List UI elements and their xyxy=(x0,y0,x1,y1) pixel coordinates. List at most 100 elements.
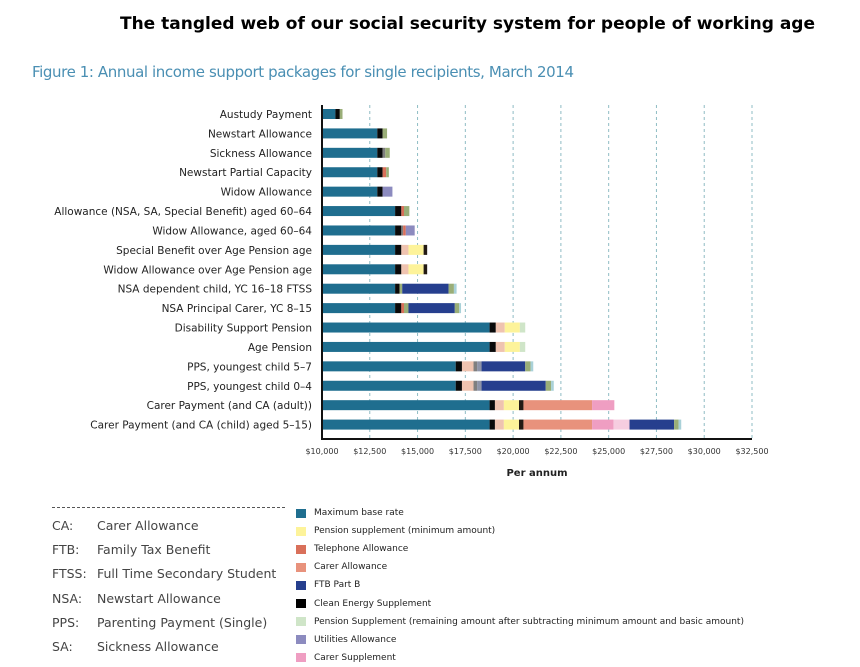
category-label: Widow Allowance xyxy=(221,187,312,199)
category-label: Carer Payment (and CA (adult)) xyxy=(147,400,312,412)
bar-group xyxy=(322,400,615,411)
bar-segment-peach xyxy=(461,380,474,391)
legend-swatch xyxy=(296,562,306,572)
bar-segment-lightblue xyxy=(453,283,457,294)
bar-segment-grey xyxy=(473,361,478,372)
bar-segment-greyblue xyxy=(477,361,482,372)
bar-segment-ces xyxy=(377,167,383,178)
category-label: Austudy Payment xyxy=(220,109,312,121)
legend-swatch xyxy=(296,617,306,627)
bar-segment-dark xyxy=(518,419,524,430)
legend-label: Pension Supplement (remaining amount aft… xyxy=(314,616,744,627)
bar-segment-base xyxy=(322,361,456,372)
bar-segment-utilities xyxy=(405,225,415,236)
bar-segment-base xyxy=(322,400,490,411)
abbreviation-item: NSA: Newstart Allowance xyxy=(52,591,276,615)
stacked-bar-chart: Austudy Payment Newstart Allowance Sicknes… xyxy=(54,105,769,479)
bar-segment-peach xyxy=(495,341,505,352)
abbreviation-key: FTSS: xyxy=(52,566,87,582)
category-label: Widow Allowance, aged 60–64 xyxy=(152,225,312,237)
legend-swatch xyxy=(296,635,306,645)
bar-segment-base xyxy=(322,264,396,275)
bar-segment-lightblue xyxy=(678,419,682,430)
bar-segment-peach xyxy=(401,264,409,275)
bar-segment-olive xyxy=(674,419,679,430)
bar-segment-olive xyxy=(525,361,531,372)
bar-segment-ces xyxy=(395,303,402,314)
abbreviation-value: Sickness Allowance xyxy=(97,638,219,654)
bar-group xyxy=(322,186,393,197)
legend-label: Telephone Allowance xyxy=(314,544,409,555)
x-tick-label: $27,500 xyxy=(640,447,673,456)
bar-group xyxy=(322,380,554,391)
bar-segment-ces xyxy=(455,380,462,391)
category-label: NSA Principal Carer, YC 8–15 xyxy=(162,303,312,315)
category-label: Allowance (NSA, SA, Special Benefit) age… xyxy=(54,206,312,218)
bar-segment-olive xyxy=(545,380,552,391)
bar-segment-ces xyxy=(455,361,462,372)
bar-segment-base xyxy=(322,225,396,236)
bar-segment-carer xyxy=(523,419,593,430)
bar-segment-olive xyxy=(385,147,390,158)
legend-swatch xyxy=(296,544,306,554)
bar-segment-base xyxy=(322,147,378,158)
bar-group xyxy=(322,109,343,119)
bar-segment-pension_rem xyxy=(519,341,526,352)
legend-label: Carer Allowance xyxy=(314,562,388,573)
legend-item: FTB Part B xyxy=(296,576,744,594)
bar-group xyxy=(322,322,526,333)
bar-group xyxy=(322,225,415,236)
bar-segment-base xyxy=(322,244,396,255)
abbreviation-key: NSA: xyxy=(52,590,83,606)
bar-segment-telephone xyxy=(401,303,405,314)
bar-group xyxy=(322,303,462,314)
bar-segment-ftb_b xyxy=(629,419,675,430)
bar-segment-pension_min xyxy=(504,322,520,333)
x-tick-label: $10,000 xyxy=(305,447,338,456)
legend-item: Clean Energy Supplement xyxy=(296,594,744,612)
bar-segment-ftb_b xyxy=(408,303,455,314)
abbreviation-key: FTB: xyxy=(52,542,80,558)
bar-group xyxy=(322,206,410,217)
x-tick-label: $22,500 xyxy=(544,447,577,456)
bars xyxy=(322,109,682,430)
bar-segment-ces xyxy=(335,109,340,119)
bar-segment-base xyxy=(322,186,378,197)
category-label: Special Benefit over Age Pension age xyxy=(116,245,312,257)
x-tick-label: $17,500 xyxy=(449,447,482,456)
category-labels: Austudy Payment Newstart Allowance Sicknes… xyxy=(54,109,312,432)
bar-segment-base xyxy=(322,128,378,139)
legend-label: Carer Supplement xyxy=(314,652,396,663)
bar-segment-pension_rem xyxy=(519,322,526,333)
legend-label: Pension supplement (minimum amount) xyxy=(314,526,496,537)
bar-segment-peach xyxy=(401,244,409,255)
bar-segment-carer xyxy=(523,400,593,411)
bar-segment-base xyxy=(322,380,456,391)
bar-segment-peach xyxy=(495,322,505,333)
legend-swatch xyxy=(296,599,306,609)
abbreviation-value: Family Tax Benefit xyxy=(97,542,211,558)
bar-segment-olive xyxy=(448,283,454,294)
bar-segment-grey xyxy=(382,147,386,158)
category-label: PPS, youngest child 0–4 xyxy=(187,381,312,393)
bar-segment-telephone xyxy=(401,206,405,217)
category-label: NSA dependent child, YC 16–18 FTSS xyxy=(118,284,313,296)
legend-item: Maximum base rate xyxy=(296,504,744,522)
bar-segment-base xyxy=(322,283,396,294)
bar-segment-base xyxy=(322,167,378,178)
legend-label: Clean Energy Supplement xyxy=(314,598,432,609)
bar-segment-lightpink xyxy=(613,419,630,430)
bar-segment-base xyxy=(322,322,490,333)
abbreviation-item: SA: Sickness Allowance xyxy=(52,639,276,663)
bar-segment-ces xyxy=(489,419,495,430)
bar-segment-ces xyxy=(395,283,400,294)
bar-group xyxy=(322,283,457,294)
bar-segment-carer_supp xyxy=(592,419,614,430)
category-label: Age Pension xyxy=(248,342,312,354)
bar-segment-telephone xyxy=(382,167,387,178)
legend-item: Carer Allowance xyxy=(296,558,744,576)
category-label: Newstart Allowance xyxy=(208,128,312,140)
bar-segment-ces xyxy=(395,206,402,217)
bar-segment-peach xyxy=(461,361,474,372)
bar-group xyxy=(322,147,390,158)
